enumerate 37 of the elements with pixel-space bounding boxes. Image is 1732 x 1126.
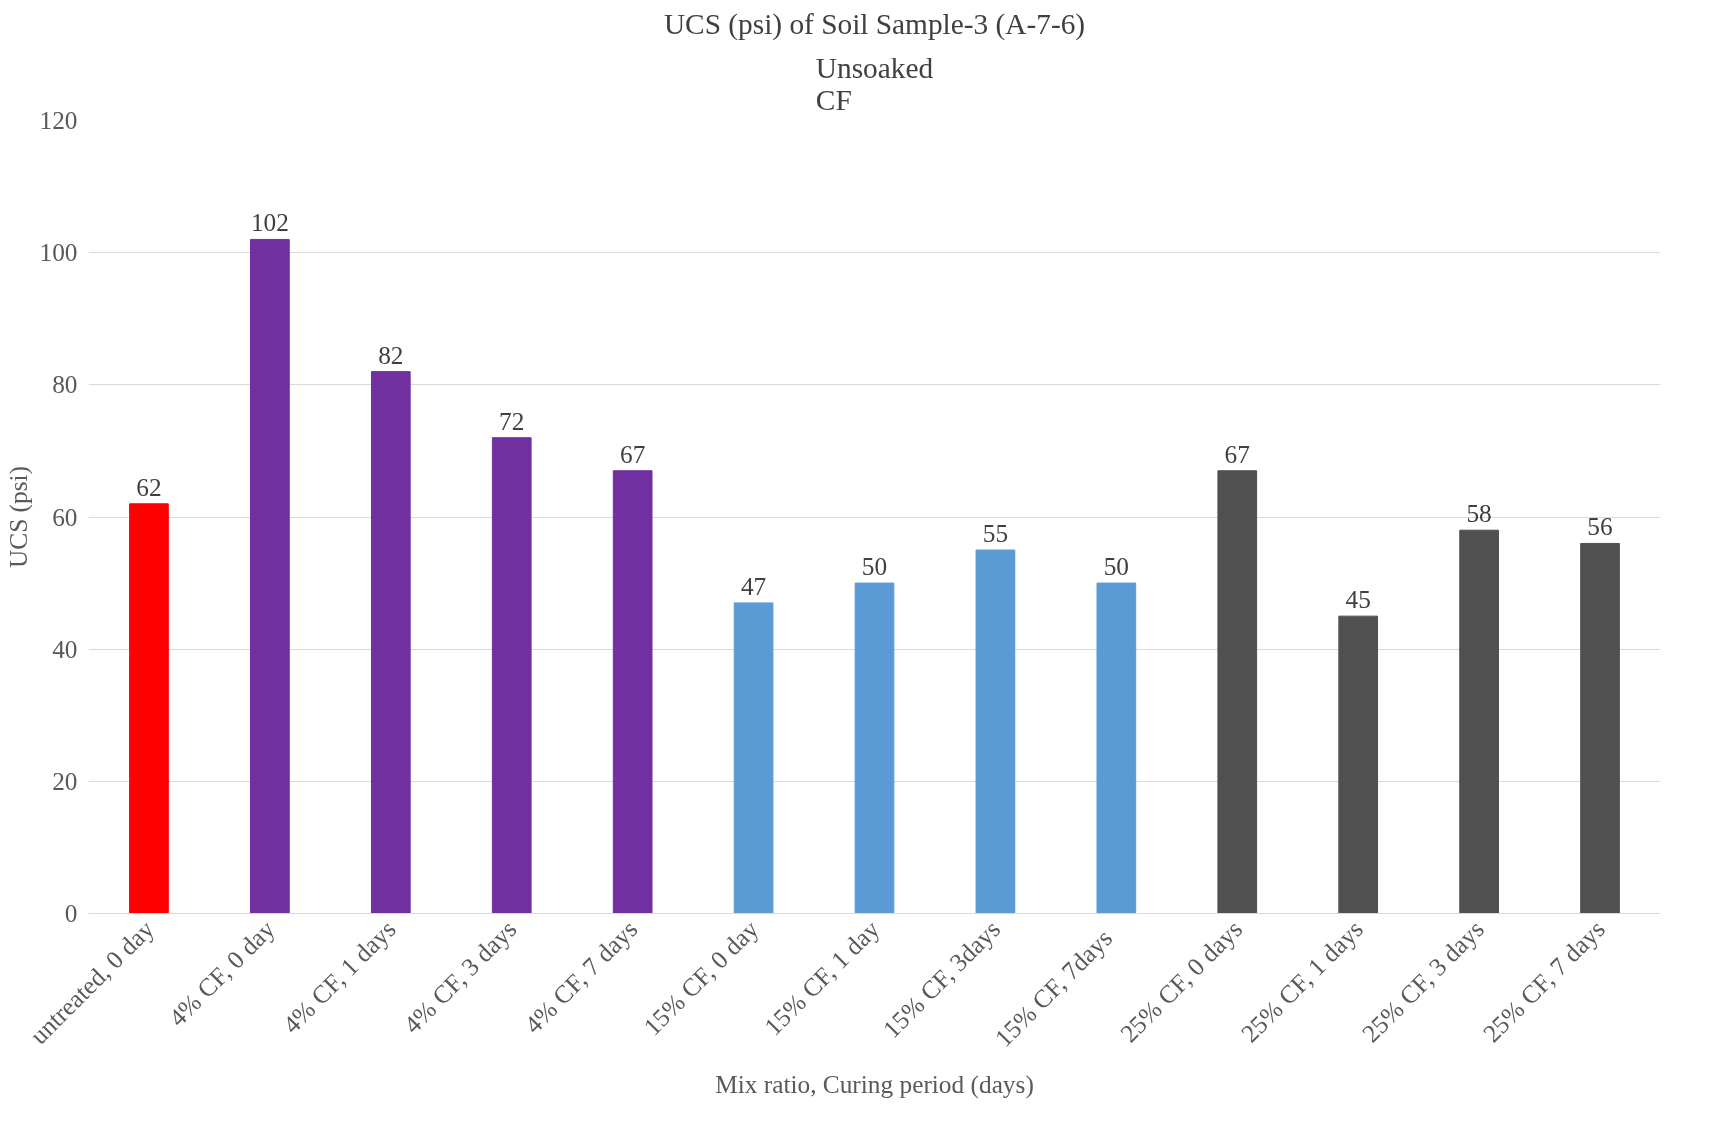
data-label: 47 [740,571,767,600]
y-tick-label: 60 [52,502,78,531]
bar [854,582,895,914]
data-label: 72 [499,406,525,435]
y-tick-label: 20 [52,766,78,795]
data-label: 56 [1587,512,1613,541]
bar [1580,542,1620,914]
data-label: 82 [378,340,404,369]
data-label: 55 [982,519,1009,548]
bar [491,437,532,914]
bar [1096,582,1137,914]
data-label: 50 [861,552,888,581]
data-label: 67 [1224,439,1250,468]
bar [129,503,169,914]
data-label: 67 [619,439,646,468]
bar [1459,529,1499,914]
bar [1217,470,1258,914]
y-tick-label: 40 [52,634,78,663]
bar [1338,615,1379,914]
data-label: 58 [1466,499,1492,528]
bar [975,549,1016,914]
bar [250,238,290,914]
data-label: 62 [136,472,162,501]
bar [370,371,411,914]
data-label: 102 [250,208,289,237]
y-tick-label: 80 [52,370,78,399]
bar [733,602,774,914]
x-axis-title: Mix ratio, Curing period (days) [715,1069,1034,1099]
y-tick-label: 0 [64,899,78,927]
chart-subtitle: Unsoaked CF [815,51,934,116]
y-axis-title: UCS (psi) [3,465,33,569]
chart-title: UCS (psi) of Soil Sample-3 (A-7-6) [663,7,1086,41]
y-tick-label: 120 [39,106,78,134]
bar [612,470,653,914]
data-label: 45 [1345,585,1371,614]
y-tick-label: 100 [39,238,78,267]
data-label: 50 [1103,552,1130,581]
